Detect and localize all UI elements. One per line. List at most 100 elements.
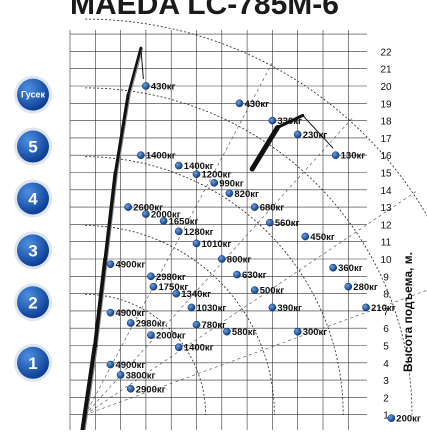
load-point: 800кг <box>217 255 252 266</box>
reach-arc <box>85 293 206 415</box>
load-point-marker <box>266 218 274 227</box>
load-point-label: 4900кг <box>115 260 145 271</box>
load-point-marker <box>106 308 115 317</box>
load-point: 1010кг <box>192 239 231 250</box>
load-point-label: 680кг <box>260 203 285 214</box>
load-point-label: 2000кг <box>156 331 186 342</box>
y-tick-label: 7 <box>383 307 389 318</box>
load-point: 1400кг <box>136 151 176 162</box>
section-badge-circle <box>17 234 49 267</box>
load-point-label: 1750кг <box>158 282 188 293</box>
load-point-marker <box>192 170 201 179</box>
load-point-marker <box>159 217 168 225</box>
boom-section-badge: 2 <box>14 283 52 322</box>
load-point-label: 330кг <box>277 116 302 127</box>
boom-section-badge: 1 <box>14 343 52 382</box>
load-point: 630кг <box>233 270 267 281</box>
load-point-label: 560кг <box>275 218 300 229</box>
section-badge-label: 1 <box>28 354 37 373</box>
section-badge-label: 5 <box>28 138 37 157</box>
y-tick-label: 12 <box>380 220 392 231</box>
load-point-label: 1200кг <box>202 170 232 181</box>
boom-section-badge: 5 <box>14 127 52 166</box>
load-point-marker <box>187 303 196 312</box>
load-point-marker <box>136 151 145 160</box>
load-point-label: 450кг <box>310 232 335 243</box>
load-point-marker <box>192 239 201 248</box>
load-point-label: 430кг <box>245 99 270 110</box>
load-point: 2980кг <box>126 319 166 330</box>
boom-segment <box>103 170 118 261</box>
load-point-label: 1340кг <box>181 289 211 300</box>
load-point: 1340кг <box>172 289 211 300</box>
load-point-label: 500кг <box>260 286 285 297</box>
load-point-marker <box>250 203 259 211</box>
load-point-marker <box>149 282 158 291</box>
load-point: 3800кг <box>116 370 155 381</box>
load-point-label: 210кг <box>371 303 396 314</box>
load-point-marker <box>344 282 353 291</box>
load-point-label: 1400кг <box>184 161 214 172</box>
reach-arcs <box>84 18 427 415</box>
load-point-marker <box>106 360 115 369</box>
load-point: 500кг <box>250 286 285 297</box>
load-point-label: 2600кг <box>133 203 163 214</box>
load-point: 430кг <box>142 82 176 93</box>
load-point: 2000кг <box>142 210 181 221</box>
load-point-label: 800кг <box>227 255 252 266</box>
load-point-marker <box>268 116 277 125</box>
reach-spoke <box>84 61 274 415</box>
load-point: 210кг <box>362 303 396 314</box>
load-point-marker <box>106 260 115 269</box>
load-point: 2600кг <box>124 203 163 214</box>
boom-segment-edge <box>84 345 98 433</box>
load-point: 780кг <box>192 320 226 331</box>
reach-spoke <box>85 190 417 415</box>
load-point: 300кг <box>293 327 328 338</box>
load-point-label: 360кг <box>338 263 363 274</box>
load-point-marker <box>142 210 150 218</box>
y-tick-label: 8 <box>383 290 389 301</box>
load-point-marker <box>174 161 183 170</box>
load-point-marker <box>116 371 125 379</box>
load-point-marker <box>301 232 310 241</box>
load-point-label: 580кг <box>232 327 257 338</box>
chart-title: MAEDA LC-785M-6 <box>70 0 339 21</box>
load-point-label: 1030кг <box>196 303 226 314</box>
load-point-label: 820кг <box>234 189 259 200</box>
load-point: 580кг <box>223 327 256 338</box>
load-point-label: 1400кг <box>184 343 214 354</box>
hook-rope <box>140 47 144 80</box>
load-point: 4900кг <box>106 360 145 371</box>
load-point-label: 4900кг <box>115 308 145 319</box>
load-point-marker <box>124 203 133 211</box>
y-tick-label: 2 <box>383 393 389 404</box>
load-point-marker <box>217 255 226 263</box>
load-point: 820кг <box>225 189 259 200</box>
y-tick-label: 5 <box>383 342 389 353</box>
load-point: 130кг <box>331 151 365 162</box>
jib-boom <box>249 125 280 172</box>
load-point-label: 2980кг <box>136 319 166 330</box>
reach-arc <box>85 87 413 415</box>
load-point: 280кг <box>344 282 378 293</box>
load-point: 560кг <box>266 218 299 229</box>
load-point: 1400кг <box>174 161 214 172</box>
y-tick-label: 1 <box>383 411 389 422</box>
load-point-label: 2900кг <box>136 384 166 395</box>
boom-section-badge: 4 <box>14 179 52 218</box>
boom-segment-edge <box>117 94 131 173</box>
load-point: 4900кг <box>106 260 145 271</box>
boom-segment <box>113 93 130 175</box>
section-badge-circle <box>17 78 49 111</box>
load-point-marker <box>331 151 340 160</box>
boom-segment-edge <box>106 172 119 260</box>
y-axis-label: Высота подъема, м. <box>401 252 415 372</box>
section-badge-label: 4 <box>28 189 38 208</box>
load-point: 390кг <box>268 303 302 314</box>
load-point-label: 300кг <box>303 327 328 338</box>
y-tick-label: 6 <box>383 324 389 335</box>
load-point-marker <box>210 179 219 187</box>
crane-boom <box>80 46 334 435</box>
